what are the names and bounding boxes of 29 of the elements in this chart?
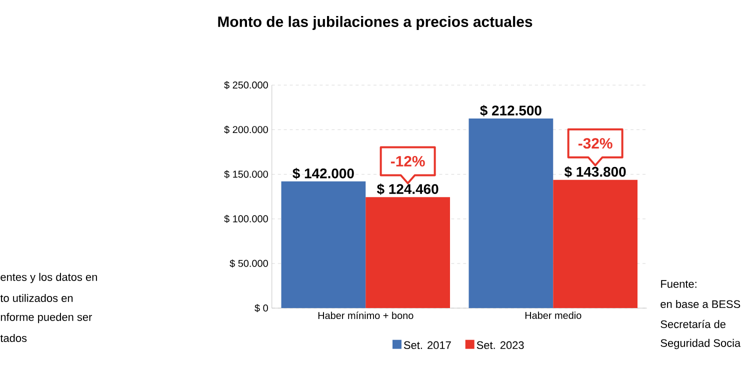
- y-tick-label: $ 0: [254, 304, 268, 312]
- y-tick-label: $ 150.000: [224, 170, 268, 178]
- data-label: $ 143.800: [564, 166, 626, 178]
- text: tados: [0, 334, 27, 342]
- annotation: -12%: [390, 156, 425, 166]
- annotation: -32%: [578, 138, 612, 149]
- bar: [366, 197, 450, 308]
- data-label: $ 212.500: [480, 104, 542, 116]
- y-tick-label: $ 100.000: [224, 214, 268, 223]
- data-label: $ 124.460: [376, 183, 438, 195]
- chart-title: Monto de las jubilaciones a precios actuales: [218, 16, 532, 30]
- x-tick-label: Haber medio: [525, 312, 582, 319]
- data-label: $ 142.000: [292, 168, 354, 180]
- bar: [553, 180, 638, 308]
- text: Secretaría de: [660, 320, 726, 328]
- bar: [468, 118, 554, 308]
- y-tick-label: $ 200.000: [224, 126, 268, 134]
- text: entes y los datos en: [0, 272, 97, 284]
- source-note: Fuente:: [661, 280, 696, 288]
- y-tick-label: $ 50.000: [230, 259, 268, 268]
- text: en base a BESS: [660, 300, 740, 308]
- text: nforme pueden ser: [0, 312, 92, 324]
- y-tick-label: $ 250.000: [224, 81, 268, 90]
- x-tick-label: Haber mínimo + bono: [318, 312, 414, 320]
- bar: [281, 181, 366, 308]
- text: Seguridad Socia: [660, 338, 741, 350]
- legend-label: Set. 2017: [404, 341, 451, 350]
- legend-label: Set. 2023: [476, 341, 524, 350]
- text: to utilizados en: [0, 294, 73, 302]
